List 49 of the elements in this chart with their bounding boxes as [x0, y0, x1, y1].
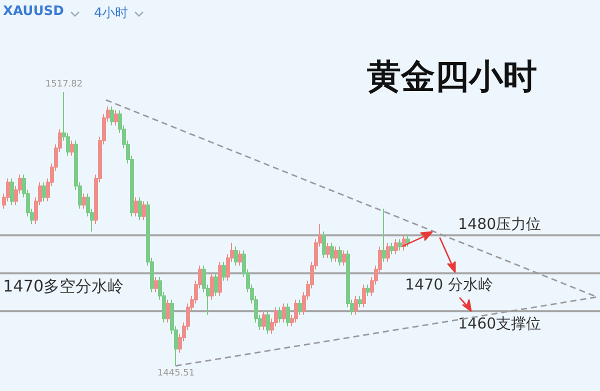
candlestick — [354, 295, 358, 316]
candlestick — [386, 242, 390, 262]
text: XAUUSD — [3, 4, 64, 19]
candlestick — [390, 242, 394, 255]
candlestick — [214, 272, 218, 296]
candlestick — [218, 261, 222, 296]
candlestick — [342, 250, 346, 266]
candlestick — [338, 246, 342, 266]
candlestick — [134, 196, 138, 217]
chart-title: 黄金四小时 — [367, 57, 537, 97]
candlestick — [358, 295, 362, 308]
annotation: 1517.82 — [45, 80, 83, 90]
candlestick — [406, 234, 410, 248]
candlestick — [142, 200, 146, 221]
candlestick — [210, 272, 214, 300]
candlestick — [222, 261, 226, 282]
candlestick — [82, 193, 86, 210]
text: 4小时 — [94, 5, 128, 22]
ref-line-label: 1470多空分水岭 — [3, 276, 124, 296]
candlestick — [394, 238, 398, 255]
candlestick — [382, 208, 386, 262]
candlestick — [238, 250, 242, 266]
candlestick — [278, 306, 282, 323]
annotation: 1445.51 — [157, 368, 195, 378]
candlestick — [266, 310, 270, 334]
candlestick — [110, 106, 114, 126]
candlestick — [294, 299, 298, 323]
candlestick — [398, 238, 402, 251]
candlestick — [234, 246, 238, 266]
candlestick — [138, 196, 142, 221]
candlestick — [114, 110, 118, 126]
candlestick — [286, 303, 290, 327]
candlestick — [326, 242, 330, 259]
annotation: 1470 分水岭 — [405, 276, 493, 294]
candlestick — [322, 231, 326, 259]
candlestick — [70, 140, 74, 156]
ref-line-label: 1480压力位 — [458, 214, 542, 233]
candlestick — [298, 299, 302, 316]
candlestick — [166, 299, 170, 323]
candlestick — [154, 276, 158, 293]
ref-line-label: 1460支撑位 — [458, 314, 542, 333]
candlestick — [10, 178, 14, 206]
candlestick — [334, 246, 338, 262]
candlestick — [282, 303, 286, 323]
candlestick — [362, 284, 366, 308]
candlestick — [330, 242, 334, 262]
candlestick — [366, 284, 370, 296]
candlestick — [262, 310, 266, 331]
candlestick — [42, 182, 46, 202]
